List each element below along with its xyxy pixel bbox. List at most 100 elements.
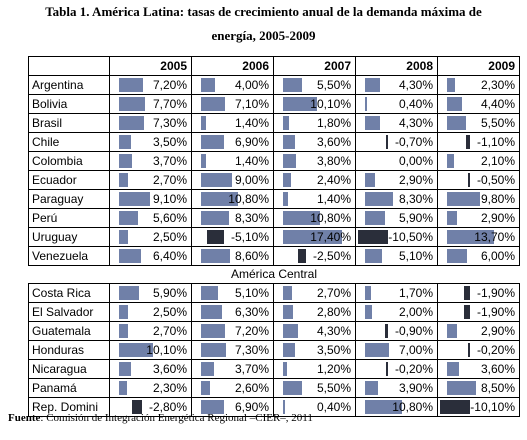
value-text: -1,90% — [476, 285, 515, 300]
value-cell: 10,80% — [355, 397, 438, 417]
country-name: Rep. Domini — [28, 397, 110, 417]
data-bar — [365, 343, 389, 357]
value-cell: 9,10% — [109, 189, 192, 209]
value-text: 6,30% — [234, 304, 269, 319]
value-text: -2,50% — [312, 248, 351, 263]
value-cell: 7,30% — [191, 340, 274, 360]
country-name: Venezuela — [28, 246, 110, 266]
central-america-rows: Costa Rica 5,90% 5,10% 2,70% 1,70% -1,90% El S… — [28, 283, 520, 417]
country-name: Colombia — [28, 151, 110, 171]
data-bar — [283, 97, 318, 111]
value-text: 10,80% — [392, 399, 433, 414]
value-text: 5,50% — [316, 380, 351, 395]
value-cell: 3,50% — [273, 340, 356, 360]
header-row: 2005 2006 2007 2008 2009 — [28, 56, 520, 76]
value-cell: 6,00% — [437, 246, 520, 266]
data-bar — [365, 173, 375, 187]
value-text: 3,60% — [480, 361, 515, 376]
table-row: Perú 5,60% 8,30% 10,80% 5,90% 2,90% — [28, 208, 520, 228]
value-cell: 5,10% — [191, 283, 274, 303]
value-cell: 3,90% — [355, 378, 438, 398]
value-cell: 1,20% — [273, 359, 356, 379]
value-cell: 1,70% — [355, 283, 438, 303]
data-bar — [447, 324, 457, 338]
value-cell: 3,60% — [109, 359, 192, 379]
value-text: 5,50% — [316, 77, 351, 92]
value-cell: -1,90% — [437, 302, 520, 322]
value-text: 6,40% — [152, 248, 187, 263]
value-cell: 13,70% — [437, 227, 520, 247]
table-row: Paraguay 9,10% 10,80% 1,40% 8,30% 9,80% — [28, 189, 520, 209]
data-bar — [283, 192, 288, 206]
value-text: 2,90% — [480, 210, 515, 225]
value-text: 2,60% — [234, 380, 269, 395]
value-text: 7,30% — [234, 342, 269, 357]
value-cell: 7,20% — [109, 75, 192, 95]
value-cell: 6,30% — [191, 302, 274, 322]
table-row: Bolivia 7,70% 7,10% 10,10% 0,40% 4,40% — [28, 94, 520, 114]
value-cell: 6,90% — [191, 132, 274, 152]
value-cell: 10,10% — [109, 340, 192, 360]
value-cell: 0,00% — [355, 151, 438, 171]
value-cell: -1,10% — [437, 132, 520, 152]
data-bar — [447, 78, 455, 92]
data-bar — [283, 381, 302, 395]
value-text: 2,70% — [152, 172, 187, 187]
value-cell: 10,80% — [191, 189, 274, 209]
data-bar — [201, 154, 206, 168]
value-text: 1,70% — [398, 285, 433, 300]
data-bar — [386, 362, 388, 376]
value-text: 8,30% — [234, 210, 269, 225]
value-text: 0,00% — [398, 153, 433, 168]
data-bar — [447, 230, 494, 244]
value-text: 0,40% — [398, 96, 433, 111]
value-cell: 4,00% — [191, 75, 274, 95]
data-bar — [119, 286, 140, 300]
value-text: 4,40% — [480, 96, 515, 111]
value-text: 9,80% — [480, 191, 515, 206]
value-cell: 10,10% — [273, 94, 356, 114]
value-cell: 5,10% — [355, 246, 438, 266]
value-cell: 3,70% — [109, 151, 192, 171]
value-text: 3,60% — [316, 134, 351, 149]
value-text: 10,80% — [228, 191, 269, 206]
value-cell: 5,90% — [355, 208, 438, 228]
value-cell: 3,80% — [273, 151, 356, 171]
value-text: 6,90% — [234, 399, 269, 414]
value-text: 6,90% — [234, 134, 269, 149]
value-cell: 8,30% — [191, 208, 274, 228]
country-name: Chile — [28, 132, 110, 152]
value-text: -1,90% — [476, 304, 515, 319]
data-bar — [119, 192, 150, 206]
data-bar — [365, 78, 380, 92]
value-cell: 2,70% — [109, 321, 192, 341]
table-row: Panamá 2,30% 2,60% 5,50% 3,90% 8,50% — [28, 378, 520, 398]
value-cell: 5,90% — [109, 283, 192, 303]
country-name: Brasil — [28, 113, 110, 133]
table-row: Argentina 7,20% 4,00% 5,50% 4,30% 2,30% — [28, 75, 520, 95]
data-bar — [447, 154, 455, 168]
data-bar — [201, 78, 215, 92]
value-text: 5,90% — [152, 285, 187, 300]
title-line-2: energía, 2005-2009 — [211, 28, 316, 43]
data-bar — [447, 116, 466, 130]
value-text: 8,50% — [480, 380, 515, 395]
value-text: -0,70% — [394, 134, 433, 149]
value-cell: -2,50% — [273, 246, 356, 266]
data-bar — [297, 249, 306, 263]
country-name: Guatemala — [28, 321, 110, 341]
value-text: 2,30% — [480, 77, 515, 92]
value-cell: 4,30% — [273, 321, 356, 341]
table-row: Ecuador 2,70% 9,00% 2,40% 2,90% -0,50% — [28, 170, 520, 190]
data-bar — [365, 286, 371, 300]
value-text: 2,90% — [480, 323, 515, 338]
value-cell: -0,20% — [355, 359, 438, 379]
data-bar — [119, 211, 139, 225]
value-cell: 4,40% — [437, 94, 520, 114]
value-text: 7,10% — [234, 96, 269, 111]
value-cell: 8,50% — [437, 378, 520, 398]
data-bar — [119, 324, 129, 338]
value-text: 3,90% — [398, 380, 433, 395]
value-text: 5,10% — [398, 248, 433, 263]
value-text: -0,20% — [476, 342, 515, 357]
